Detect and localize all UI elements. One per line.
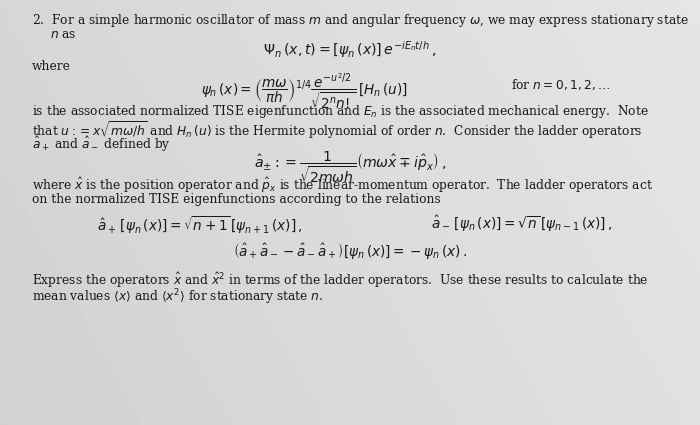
Text: $\psi_n\,(x) = \left(\dfrac{m\omega}{\pi h}\right)^{1/4} \dfrac{e^{-u^2/2}}{\sqr: $\psi_n\,(x) = \left(\dfrac{m\omega}{\pi… xyxy=(201,72,408,112)
Text: on the normalized TISE eigenfunctions according to the relations: on the normalized TISE eigenfunctions ac… xyxy=(32,193,440,206)
Text: where: where xyxy=(32,60,71,73)
Text: 2.  For a simple harmonic oscillator of mass $m$ and angular frequency $\omega$,: 2. For a simple harmonic oscillator of m… xyxy=(32,12,688,29)
Text: Express the operators $\hat{x}$ and $\hat{x}^2$ in terms of the ladder operators: Express the operators $\hat{x}$ and $\ha… xyxy=(32,271,648,290)
Text: is the associated normalized TISE eigenfunction and $E_n$ is the associated mech: is the associated normalized TISE eigenf… xyxy=(32,103,648,120)
Text: $\hat{a}_+$ and $\hat{a}_-$ defined by: $\hat{a}_+$ and $\hat{a}_-$ defined by xyxy=(32,135,170,154)
Text: that $u := x\sqrt{m\omega/h}$ and $H_n\,(u)$ is the Hermite polynomial of order : that $u := x\sqrt{m\omega/h}$ and $H_n\,… xyxy=(32,119,642,141)
Text: $\left(\hat{a}_+\hat{a}_- - \hat{a}_-\hat{a}_+\right)[\psi_n\,(x)] = -\psi_n\,(x: $\left(\hat{a}_+\hat{a}_- - \hat{a}_-\ha… xyxy=(233,242,467,263)
Text: $\Psi_n\,(x,t) = [\psi_n\,(x)]\,e^{-iE_n t/h}\,,$: $\Psi_n\,(x,t) = [\psi_n\,(x)]\,e^{-iE_n… xyxy=(263,40,437,60)
Text: mean values $\langle x \rangle$ and $\langle x^2 \rangle$ for stationary state $: mean values $\langle x \rangle$ and $\la… xyxy=(32,287,323,307)
Text: for $n = 0, 1, 2, \ldots$: for $n = 0, 1, 2, \ldots$ xyxy=(511,77,610,92)
Text: $n$ as: $n$ as xyxy=(50,28,77,41)
Text: $\hat{a}_+\,[\psi_n\,(x)] = \sqrt{n+1}\,[\psi_{n+1}\,(x)]\,,$: $\hat{a}_+\,[\psi_n\,(x)] = \sqrt{n+1}\,… xyxy=(97,214,302,235)
Text: where $\hat{x}$ is the position operator and $\hat{p}_x$ is the linear-momentum : where $\hat{x}$ is the position operator… xyxy=(32,176,652,196)
Text: $\hat{a}_-\,[\psi_n\,(x)] = \sqrt{n}\,[\psi_{n-1}\,(x)]\,,$: $\hat{a}_-\,[\psi_n\,(x)] = \sqrt{n}\,[\… xyxy=(430,214,612,234)
Text: $\hat{a}_{\pm} := \dfrac{1}{\sqrt{2m\omega h}}\left(m\omega\hat{x} \mp i\hat{p}_: $\hat{a}_{\pm} := \dfrac{1}{\sqrt{2m\ome… xyxy=(254,150,446,185)
